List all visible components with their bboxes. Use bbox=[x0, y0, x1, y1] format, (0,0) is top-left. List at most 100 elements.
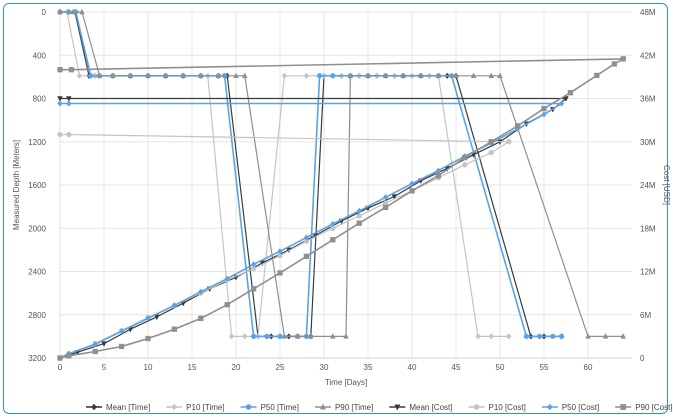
y-right-tick-label: 36M bbox=[640, 95, 656, 104]
legend-swatch-marker bbox=[620, 404, 627, 410]
data-point bbox=[70, 8, 77, 15]
data-point bbox=[409, 180, 415, 187]
data-point bbox=[506, 139, 512, 145]
data-point bbox=[264, 333, 270, 340]
legend-item[interactable]: P50 [Cost] bbox=[541, 403, 599, 412]
data-point bbox=[224, 275, 230, 282]
data-point bbox=[435, 172, 442, 179]
legend-swatch-marker bbox=[91, 403, 97, 411]
y-left-tick-label: 1600 bbox=[28, 181, 46, 190]
data-point bbox=[57, 8, 63, 15]
data-point bbox=[470, 72, 477, 79]
legend-label: P10 [Cost] bbox=[488, 403, 525, 412]
series-line bbox=[59, 58, 625, 359]
data-point bbox=[400, 72, 407, 79]
y-left-tick-label: 2000 bbox=[28, 224, 46, 233]
legend-swatch-marker bbox=[473, 404, 480, 410]
legend-label: Mean [Time] bbox=[106, 403, 150, 412]
data-point bbox=[101, 341, 107, 347]
data-point bbox=[57, 67, 63, 73]
data-point bbox=[198, 315, 204, 322]
legend-label: P50 [Time] bbox=[261, 403, 299, 412]
data-point bbox=[66, 100, 72, 107]
data-point bbox=[242, 333, 248, 340]
legend-swatch-marker bbox=[319, 403, 326, 410]
data-point bbox=[66, 353, 72, 359]
data-point bbox=[118, 343, 125, 350]
x-tick-label: 35 bbox=[364, 363, 373, 372]
y-right-tick-label: 30M bbox=[640, 138, 656, 147]
data-point bbox=[611, 61, 618, 67]
data-point bbox=[453, 72, 459, 79]
data-point bbox=[171, 302, 178, 309]
y-right-axis-title: Cost [USD] bbox=[662, 165, 671, 205]
y-right-tick-label: 48M bbox=[640, 8, 656, 17]
data-point bbox=[462, 162, 468, 168]
x-tick-label: 60 bbox=[584, 363, 593, 372]
data-point bbox=[68, 67, 75, 73]
legend-swatch-marker bbox=[171, 403, 178, 411]
data-point bbox=[118, 328, 125, 335]
legend-item[interactable]: P10 [Cost] bbox=[468, 403, 526, 412]
data-point bbox=[365, 72, 371, 79]
data-point bbox=[330, 220, 336, 228]
y-right-tick-label: 18M bbox=[640, 224, 656, 233]
legend-label: P50 [Cost] bbox=[562, 403, 599, 412]
legend-item[interactable]: P90 [Cost] bbox=[615, 403, 673, 412]
y-right-tick-label: 24M bbox=[640, 181, 656, 190]
x-axis-title: Time [Days] bbox=[325, 378, 367, 387]
data-point bbox=[435, 167, 442, 174]
data-point bbox=[109, 72, 116, 79]
y-left-tick-label: 2800 bbox=[28, 311, 46, 320]
y-right-tick-label: 12M bbox=[640, 268, 656, 277]
data-point bbox=[96, 72, 103, 79]
legend-item[interactable]: P10 [Time] bbox=[166, 403, 225, 412]
data-point bbox=[66, 131, 72, 138]
data-point bbox=[198, 288, 204, 295]
series-p50-cost bbox=[57, 100, 565, 362]
data-point bbox=[558, 100, 565, 107]
data-point bbox=[382, 204, 389, 210]
data-point bbox=[356, 207, 362, 215]
y-left-axis-title: Measured Depth [Meters] bbox=[12, 140, 21, 230]
legend-label: P10 [Time] bbox=[186, 403, 224, 412]
data-point bbox=[330, 73, 336, 79]
data-point bbox=[506, 333, 512, 340]
y-left-tick-label: 1200 bbox=[28, 138, 46, 147]
data-point bbox=[343, 333, 349, 339]
data-point bbox=[65, 96, 72, 102]
data-point bbox=[57, 355, 63, 361]
chart-frame bbox=[3, 3, 668, 414]
series-line bbox=[60, 11, 562, 337]
series-p90-time bbox=[57, 8, 627, 339]
x-tick-label: 45 bbox=[452, 363, 461, 372]
data-point bbox=[558, 333, 565, 340]
y-left-tick-label: 800 bbox=[33, 95, 47, 104]
data-point bbox=[303, 234, 310, 241]
data-point bbox=[514, 123, 521, 129]
x-tick-label: 15 bbox=[188, 363, 197, 372]
data-point bbox=[79, 8, 85, 15]
series-p50-time bbox=[57, 9, 565, 340]
series-p90-cost bbox=[57, 56, 626, 361]
data-point bbox=[180, 72, 187, 79]
data-point bbox=[602, 333, 609, 339]
data-point bbox=[233, 72, 239, 79]
data-point bbox=[281, 72, 288, 79]
data-point bbox=[497, 72, 503, 79]
data-point bbox=[145, 72, 151, 79]
legend-item[interactable]: P50 [Time] bbox=[240, 403, 299, 412]
legend-item[interactable]: P90 [Time] bbox=[314, 403, 373, 412]
data-point bbox=[488, 333, 494, 340]
legend-label: Mean [Cost] bbox=[409, 403, 452, 412]
data-point bbox=[57, 131, 63, 138]
legend-label: P90 [Time] bbox=[335, 403, 373, 412]
data-point bbox=[250, 261, 257, 268]
data-point bbox=[281, 333, 288, 339]
series-line bbox=[60, 11, 562, 338]
legend-item[interactable]: Mean [Cost] bbox=[389, 403, 452, 412]
data-point bbox=[127, 72, 134, 79]
data-point bbox=[250, 333, 257, 340]
legend-item[interactable]: Mean [Time] bbox=[86, 403, 150, 412]
